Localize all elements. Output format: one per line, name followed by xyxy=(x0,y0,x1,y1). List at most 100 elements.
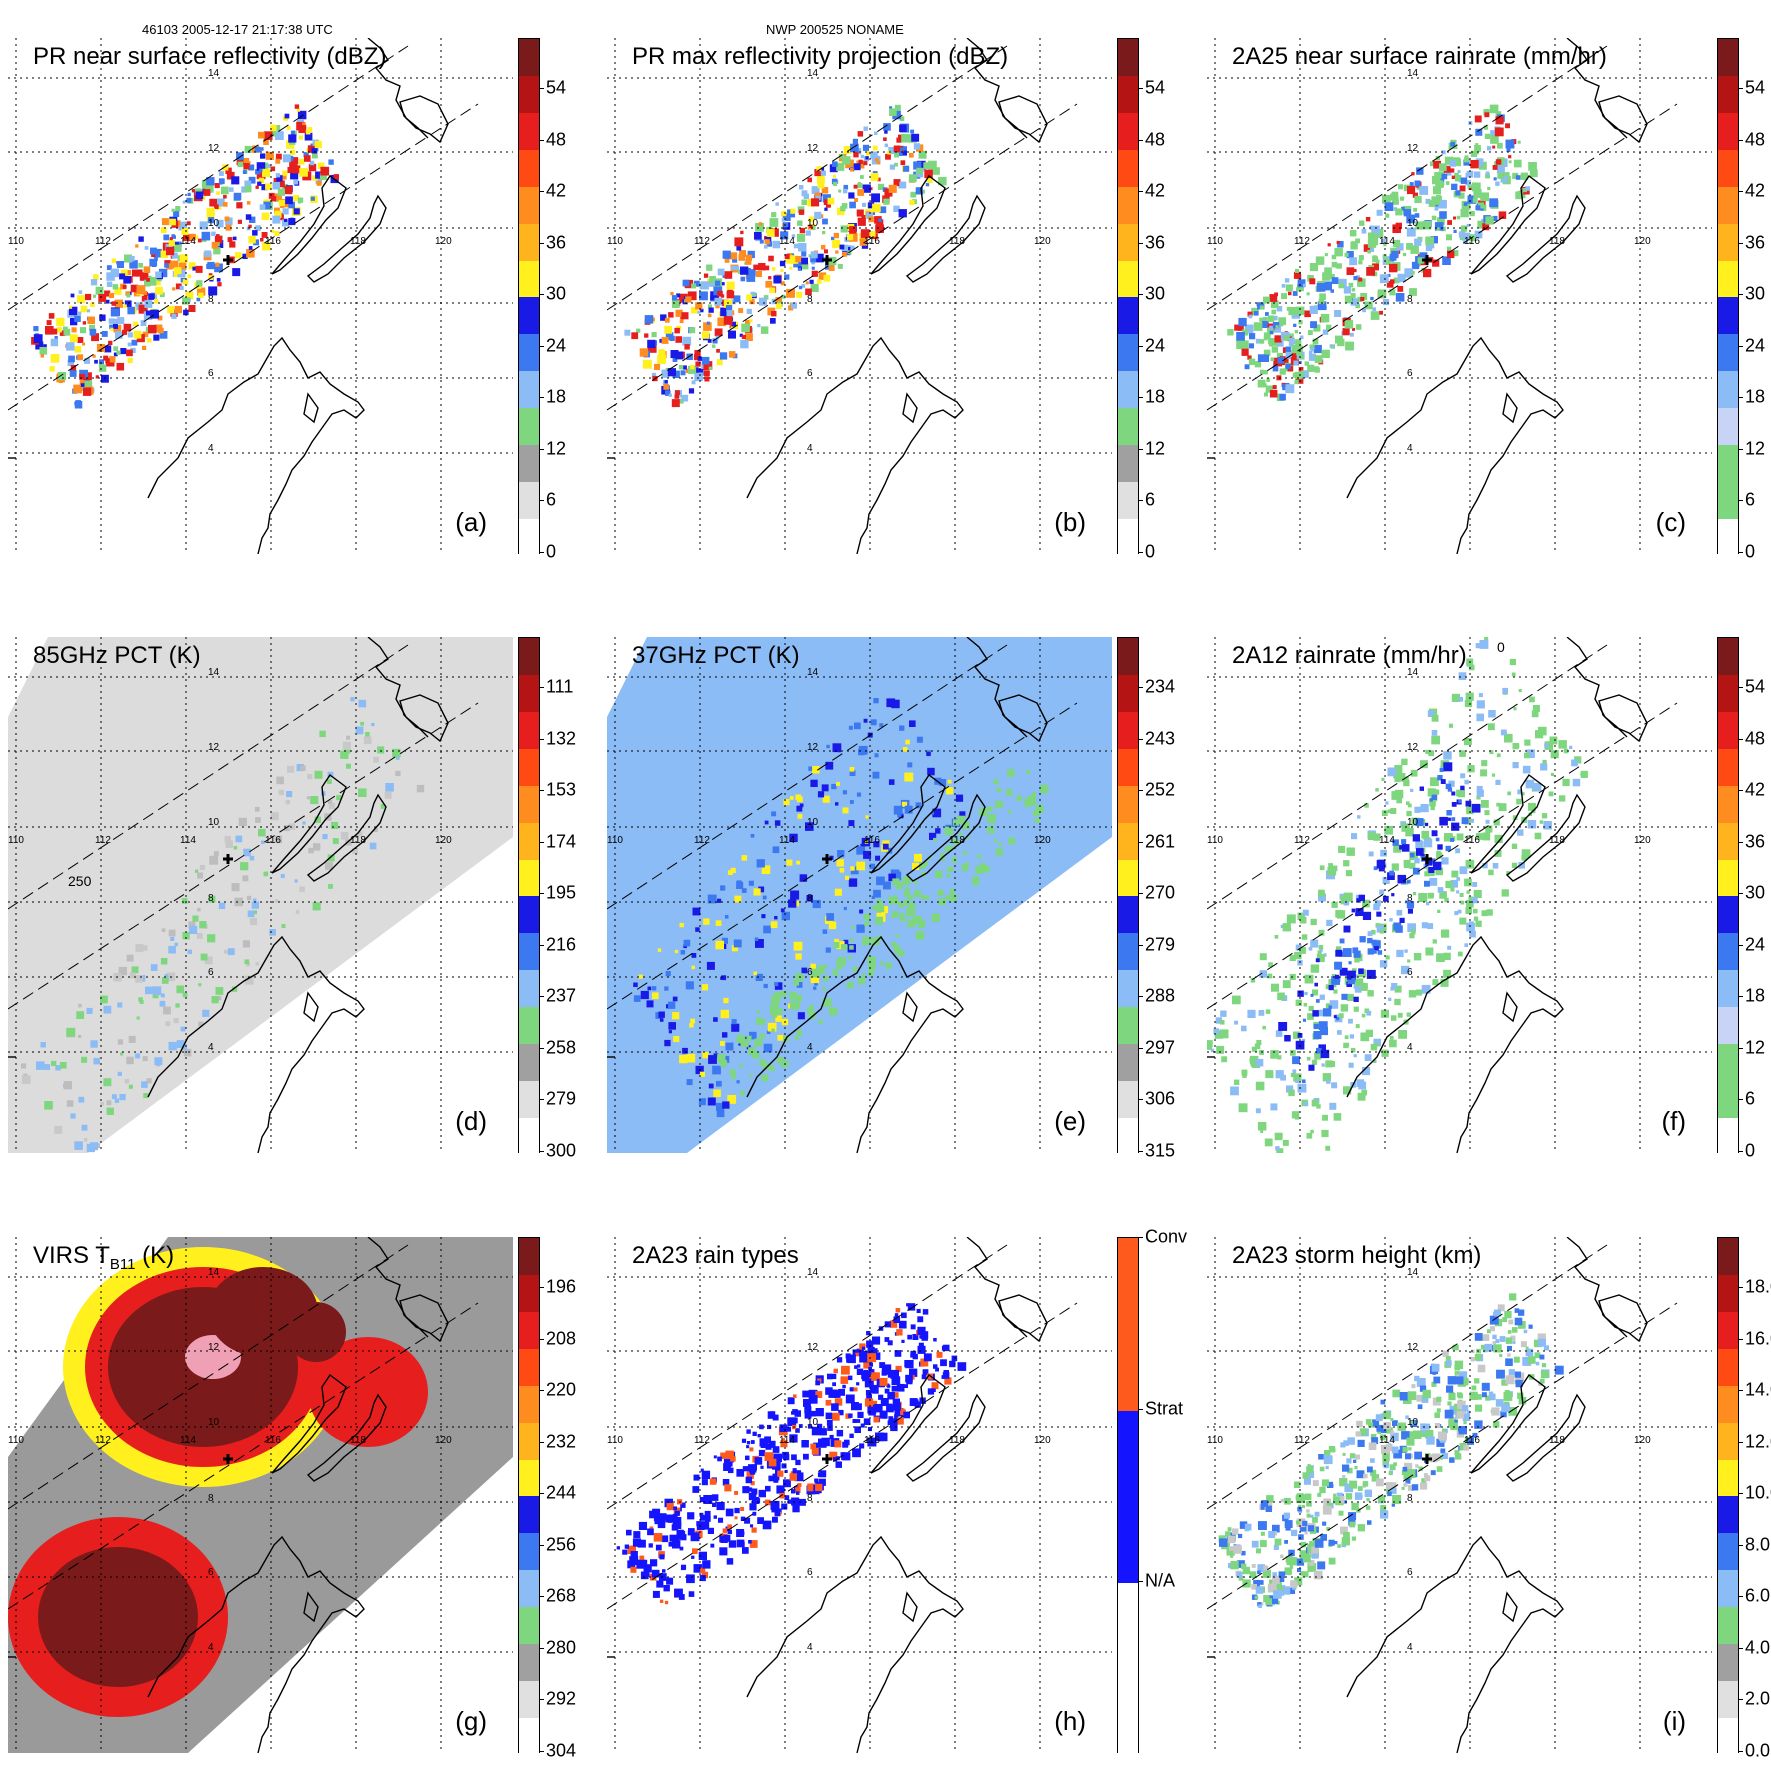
lon-label: 116 xyxy=(1464,835,1480,846)
coastline xyxy=(271,174,347,275)
lat-label: 14 xyxy=(208,1267,220,1278)
coastline xyxy=(1505,1393,1586,1482)
lon-label: 120 xyxy=(1034,835,1051,846)
colorbar-tick-label: 18 xyxy=(1745,386,1766,407)
colorbar-segment xyxy=(1118,932,1138,971)
coastline xyxy=(1470,174,1546,275)
lon-label: 118 xyxy=(949,236,965,247)
colorbar-tick xyxy=(1738,1099,1743,1100)
colorbar-segment xyxy=(519,748,539,786)
lon-label: 110 xyxy=(607,1435,623,1446)
colorbar-tick xyxy=(1738,500,1743,501)
colorbar-tick-label: 48 xyxy=(1145,129,1166,149)
colorbar-tick xyxy=(539,1647,544,1649)
coastline xyxy=(902,1591,918,1623)
storm-center-marker xyxy=(822,1454,832,1464)
colorbar-segment xyxy=(519,444,539,482)
colorbar-tick xyxy=(539,500,544,501)
lat-label: 4 xyxy=(208,443,214,454)
colorbar-tick xyxy=(1138,1581,1143,1582)
lat-label: 10 xyxy=(807,1417,819,1428)
colorbar-tick xyxy=(539,1441,544,1443)
colorbar-segment xyxy=(519,1274,539,1313)
colorbar-tick-label: 0 xyxy=(546,541,557,561)
coastline xyxy=(1598,694,1648,743)
map-svg xyxy=(607,637,1112,1153)
map-svg xyxy=(607,38,1112,554)
storm-center-marker xyxy=(1422,255,1432,265)
colorbar xyxy=(1717,637,1739,1155)
colorbar-tick xyxy=(539,1699,544,1700)
colorbar-tick xyxy=(1738,397,1743,398)
coastline xyxy=(902,392,918,424)
lat-label: 10 xyxy=(807,218,819,229)
colorbar-segment xyxy=(519,186,539,224)
colorbar-segment xyxy=(1718,186,1738,224)
lon-label: 120 xyxy=(435,835,452,846)
colorbar-tick xyxy=(539,1150,544,1152)
cloud-shield xyxy=(308,1337,428,1447)
panel-b: 110 112 114 116 118 120 14 12 10 8 6 4 PR max refle… xyxy=(607,38,1165,561)
colorbar-segment xyxy=(1718,711,1738,750)
lat-label: 6 xyxy=(1407,967,1413,978)
colorbar-tick xyxy=(1138,1237,1143,1238)
colorbar-segment xyxy=(1718,1006,1738,1044)
colorbar-tick-label: 195 xyxy=(546,882,577,903)
colorbar-tick-label: 42 xyxy=(1745,779,1766,800)
colorbar-tick-label: 24 xyxy=(1745,335,1766,355)
colorbar-tick-label: 8.0 xyxy=(1745,1534,1771,1554)
colorbar-tick-label: 0 xyxy=(1145,541,1156,561)
colorbar-tick-label: 270 xyxy=(1145,882,1176,903)
colorbar-tick-label: 18 xyxy=(546,386,567,407)
colorbar-tick-label: 12 xyxy=(1745,1037,1766,1057)
cloud-core xyxy=(38,1547,198,1687)
colorbar-segment xyxy=(1718,822,1738,860)
panel-d: 110 112 114 116 118 120 14 12 10 8 6 4 250 85GHz PCT… xyxy=(8,637,576,1160)
lat-label: 14 xyxy=(1407,68,1419,79)
colorbar-segment xyxy=(519,149,539,187)
lat-label: 14 xyxy=(807,1267,819,1278)
map-svg xyxy=(1207,637,1712,1153)
storm-center-marker xyxy=(1422,854,1432,864)
colorbar-segment xyxy=(1118,674,1138,713)
colorbar-tick-label: 279 xyxy=(1145,934,1176,954)
lon-label: 112 xyxy=(95,1435,111,1446)
coastline xyxy=(1346,1535,1564,1753)
tmi-swath xyxy=(8,637,513,1153)
lon-label: 112 xyxy=(1294,1435,1310,1446)
colorbar-segment xyxy=(519,1385,539,1423)
storm-center-marker xyxy=(822,255,832,265)
colorbar-tick xyxy=(1138,1047,1143,1049)
coastline xyxy=(306,194,387,283)
lat-label: 8 xyxy=(1407,893,1413,904)
colorbar-tick xyxy=(539,893,544,894)
coastline xyxy=(870,1373,946,1474)
lon-label: 118 xyxy=(1549,835,1565,846)
colorbar-tick-label: 30 xyxy=(1145,283,1166,304)
lon-label: 116 xyxy=(1464,236,1480,247)
colorbar-segment xyxy=(1718,1569,1738,1608)
swath-edge xyxy=(8,103,479,411)
contour-label: 250 xyxy=(68,873,92,889)
colorbar-segment xyxy=(1718,1680,1738,1718)
colorbar-tick-label: 279 xyxy=(546,1088,577,1109)
colorbar-tick xyxy=(1738,1647,1743,1649)
lon-label: 110 xyxy=(1207,236,1223,247)
lat-label: 6 xyxy=(208,1567,214,1578)
colorbar-tick xyxy=(539,345,544,347)
panel-f: 110 112 114 116 118 120 14 12 10 8 6 4 0 2A12 rainra… xyxy=(1207,637,1765,1160)
colorbar-segment xyxy=(1118,1582,1138,1755)
colorbar-tick xyxy=(539,841,544,843)
colorbar-segment xyxy=(1118,518,1138,556)
colorbar-tick-label: 196 xyxy=(546,1276,577,1297)
colorbar-tick-label: 216 xyxy=(546,934,577,954)
colorbar-segment xyxy=(519,1532,539,1571)
colorbar-tick xyxy=(1138,944,1143,946)
colorbar-tick-label: 54 xyxy=(1745,77,1766,98)
colorbar-tick xyxy=(1138,841,1143,843)
storm-center-marker xyxy=(223,255,233,265)
coastline xyxy=(998,95,1048,144)
colorbar-tick xyxy=(1738,996,1743,997)
colorbar-segment xyxy=(519,1606,539,1644)
lat-label: 4 xyxy=(807,443,813,454)
